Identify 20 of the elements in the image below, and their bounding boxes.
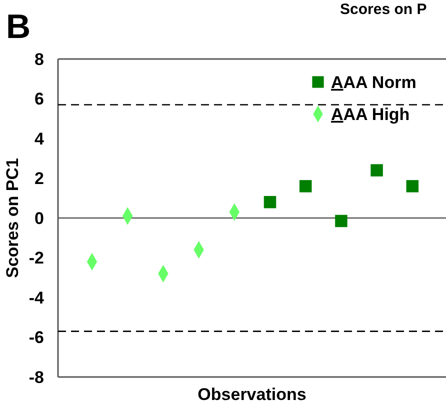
- point: [335, 214, 348, 228]
- y-tick-label: 8: [34, 50, 44, 69]
- point: [406, 180, 419, 192]
- point: [370, 164, 383, 176]
- x-axis-title: Observations: [198, 385, 306, 404]
- y-tick-label: 4: [34, 129, 45, 148]
- chart-title: Scores on P: [340, 1, 427, 18]
- legend-label: AAA Norm: [331, 72, 416, 92]
- y-axis-title: Scores on PC1: [2, 158, 22, 278]
- y-tick-label: -2: [28, 248, 44, 268]
- y-tick-label: 2: [34, 169, 44, 188]
- y-tick-label: 6: [34, 90, 44, 109]
- text: B: [6, 8, 31, 46]
- point: [264, 196, 276, 208]
- y-tick-label: 0: [34, 208, 44, 228]
- y-tick-label: -8: [28, 368, 44, 387]
- y-tick-label: -4: [28, 288, 45, 308]
- legend-label: AAA High: [331, 104, 410, 124]
- point: [299, 180, 312, 192]
- y-tick-label: -6: [28, 328, 44, 348]
